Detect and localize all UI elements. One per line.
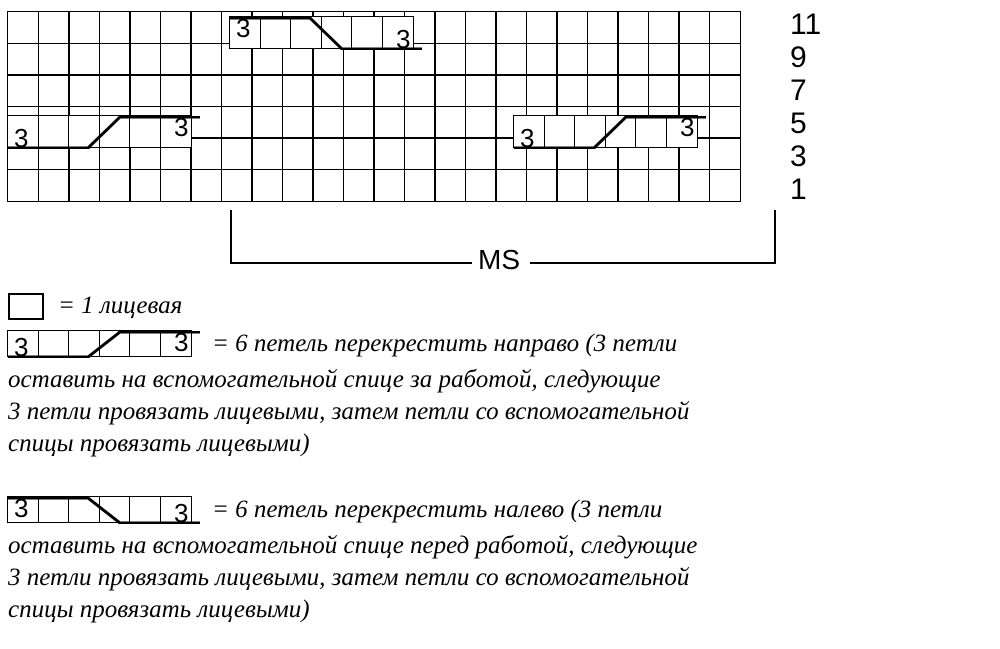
- cable-cell: [68, 496, 100, 523]
- legend-line: спицы провязать лицевыми): [8, 428, 988, 460]
- legend-line: 3 петли провязать лицевыми, затем петли …: [8, 562, 988, 594]
- cable-cell: [38, 496, 70, 523]
- cable-three-mark: 3: [174, 500, 188, 526]
- legend-knit-symbol: [8, 293, 44, 320]
- legend-line: 3 петли провязать лицевыми, затем петли …: [8, 396, 988, 428]
- legend-text-continuation: оставить на вспомогательной спице за раб…: [8, 364, 988, 460]
- cable-cell: [129, 330, 161, 357]
- cable-cell: [99, 330, 131, 357]
- legend-line: оставить на вспомогательной спице за раб…: [8, 364, 988, 396]
- cable-three-mark: 3: [174, 329, 188, 355]
- bracket-segment: [230, 262, 472, 264]
- legend-line: оставить на вспомогательной спице перед …: [8, 530, 988, 562]
- legend-text: = 6 петель перекрестить налево (3 петли: [212, 494, 662, 526]
- bracket-segment: [230, 210, 232, 262]
- cable-three-mark: 3: [14, 334, 28, 360]
- cable-cell: [68, 330, 100, 357]
- legend-text: = 6 петель перекрестить направо (3 петли: [212, 328, 677, 360]
- cable-three-mark: 3: [14, 495, 28, 521]
- bracket-segment: [774, 210, 776, 262]
- legend-line: спицы провязать лицевыми): [8, 594, 988, 626]
- legend-cable-right-symbol: 33: [8, 331, 200, 358]
- legend-text-continuation: оставить на вспомогательной спице перед …: [8, 530, 988, 626]
- cable-cell: [99, 496, 131, 523]
- cable-cell: [38, 330, 70, 357]
- bracket-segment: [530, 262, 776, 264]
- cable-cell: [129, 496, 161, 523]
- legend-cable-left-symbol: 33: [8, 497, 200, 524]
- legend-text: = 1 лицевая: [58, 290, 182, 322]
